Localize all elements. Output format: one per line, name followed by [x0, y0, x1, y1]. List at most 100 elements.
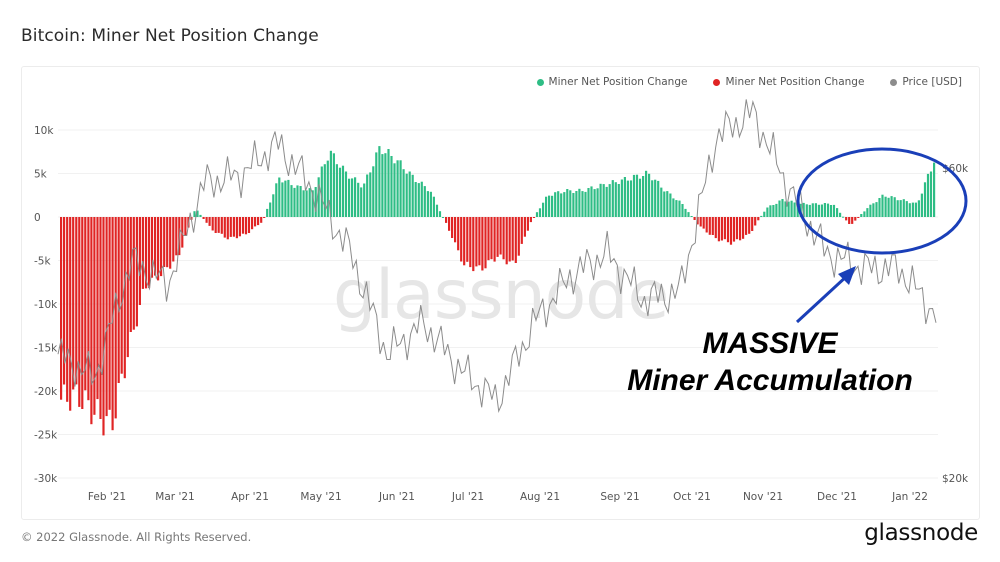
bar: [508, 217, 511, 262]
bar: [808, 204, 811, 217]
bar: [226, 217, 229, 240]
bar: [438, 211, 442, 217]
bar: [802, 202, 805, 217]
bar: [154, 217, 157, 276]
bar: [229, 217, 232, 237]
bar: [638, 178, 642, 217]
bar: [193, 211, 196, 217]
legend-item-price[interactable]: Price [USD]: [890, 76, 962, 88]
bar: [269, 202, 272, 217]
x-axis-tick: Sep '21: [600, 491, 639, 503]
bar: [805, 204, 808, 217]
bar: [554, 192, 557, 217]
y-axis-tick: 0: [34, 212, 41, 224]
bar: [538, 208, 542, 217]
bar: [623, 177, 626, 217]
bar: [920, 193, 923, 217]
arrow-head-icon: [838, 266, 856, 285]
legend-item-negative[interactable]: Miner Net Position Change: [713, 76, 864, 88]
bar: [681, 204, 684, 217]
bar: [499, 217, 502, 255]
bar: [144, 217, 148, 289]
bar: [281, 182, 284, 217]
annotation-line-1: MASSIVE: [702, 327, 838, 360]
bar: [593, 189, 596, 217]
bar: [490, 217, 493, 260]
watermark: glassnode: [333, 256, 668, 335]
annotation-line-2: Miner Accumulation: [627, 364, 913, 397]
bar: [708, 217, 711, 235]
y-axis-tick: -30k: [34, 473, 58, 485]
bar: [914, 202, 917, 217]
bar: [472, 217, 475, 272]
bar: [629, 180, 633, 217]
bar: [817, 204, 820, 217]
bar: [451, 217, 454, 238]
bar: [760, 215, 763, 217]
bar: [381, 154, 384, 217]
bar: [635, 174, 639, 217]
bar: [866, 208, 869, 217]
x-axis-tick: Oct '21: [673, 491, 711, 503]
bar: [696, 217, 699, 225]
x-axis-tick: May '21: [300, 491, 341, 503]
bar: [390, 156, 393, 217]
bar: [911, 202, 914, 217]
bar: [372, 166, 375, 217]
bar: [160, 217, 163, 277]
bar: [548, 195, 551, 217]
bar: [354, 177, 357, 217]
bar: [648, 173, 651, 217]
bar: [469, 217, 472, 268]
bar: [84, 217, 87, 391]
bar: [266, 208, 269, 217]
bar: [299, 186, 302, 217]
bar: [99, 217, 102, 419]
bar: [584, 191, 587, 217]
bar: [302, 190, 305, 217]
bar: [278, 177, 281, 217]
legend-label: Miner Net Position Change: [725, 76, 865, 88]
legend-item-positive[interactable]: Miner Net Position Change: [536, 76, 687, 88]
y-axis-tick: 5k: [34, 169, 48, 181]
bar: [502, 217, 505, 260]
bar: [563, 192, 566, 217]
bar: [769, 205, 772, 217]
bar: [423, 186, 426, 217]
y2-axis-tick: $60k: [942, 163, 969, 175]
bar: [166, 217, 169, 268]
chart-frame: [21, 66, 980, 520]
bar: [754, 217, 757, 226]
bar: [854, 217, 857, 221]
bar: [96, 217, 99, 400]
bar: [484, 217, 487, 269]
bar: [378, 146, 381, 217]
bar: [284, 180, 287, 217]
y-axis-tick: 10k: [34, 125, 54, 137]
bar: [454, 217, 457, 243]
bar: [545, 196, 548, 217]
bar: [90, 217, 93, 425]
bar: [699, 217, 702, 227]
bar: [787, 201, 790, 217]
bar: [420, 181, 423, 217]
bar: [290, 185, 293, 217]
annotation-arrow: [795, 273, 850, 324]
bar: [111, 217, 114, 431]
x-axis-tick: Jul '21: [451, 491, 484, 503]
bar: [141, 217, 144, 289]
bar: [332, 153, 335, 217]
x-axis-tick: Aug '21: [520, 491, 560, 503]
bar: [705, 217, 708, 233]
bar: [369, 172, 372, 217]
bar: [675, 200, 678, 217]
bar: [429, 191, 432, 217]
bar: [884, 196, 887, 217]
bar: [341, 165, 345, 217]
bar: [751, 217, 754, 231]
bar: [726, 217, 730, 243]
bar: [402, 169, 405, 217]
bar: [114, 217, 117, 419]
bar: [102, 217, 105, 436]
bar: [857, 217, 860, 218]
